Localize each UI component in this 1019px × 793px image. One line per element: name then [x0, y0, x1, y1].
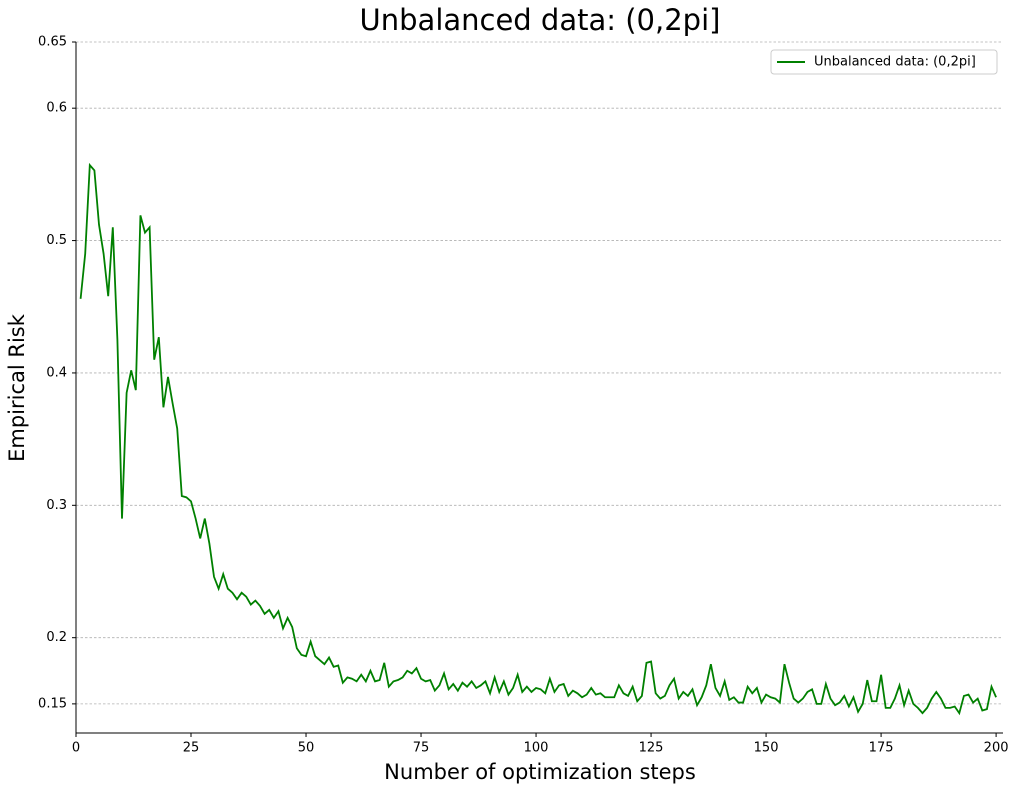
legend: Unbalanced data: (0,2pi]	[770, 49, 998, 75]
y-tick-label: 0.15	[38, 696, 67, 711]
x-tick-label: 200	[984, 741, 1009, 756]
y-tick-label: 0.5	[46, 233, 67, 248]
x-tick-label: 75	[413, 741, 430, 756]
legend-box	[770, 49, 998, 75]
y-tick-label: 0.3	[46, 498, 67, 513]
x-tick-label: 100	[524, 741, 549, 756]
y-tick-label: 0.65	[38, 35, 67, 50]
x-tick-label: 175	[869, 741, 894, 756]
x-tick-label: 0	[72, 741, 80, 756]
x-tick-label: 125	[639, 741, 664, 756]
y-axis-label: Empirical Risk	[5, 313, 29, 462]
x-tick-label: 25	[183, 741, 200, 756]
x-tick-label: 150	[754, 741, 779, 756]
y-tick-label: 0.6	[46, 101, 67, 116]
y-tick-label: 0.4	[46, 365, 67, 380]
data-line	[79, 162, 997, 716]
x-axis-label: Number of optimization steps	[384, 760, 696, 784]
legend-label: Unbalanced data: (0,2pi]	[814, 55, 976, 70]
x-tick-label: 50	[298, 741, 315, 756]
chart-title: Unbalanced data: (0,2pi]	[360, 3, 721, 37]
y-tick-label: 0.2	[46, 630, 67, 645]
